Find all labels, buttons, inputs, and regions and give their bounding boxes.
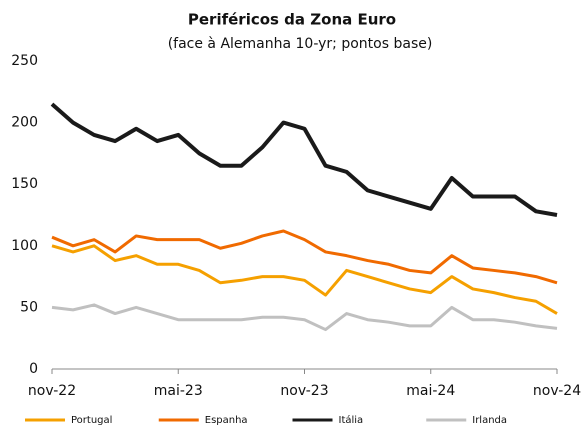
- y-tick-label: 0: [29, 361, 38, 377]
- legend-label: Portugal: [71, 415, 112, 426]
- x-tick-label: nov-22: [28, 383, 76, 399]
- series-line: [51, 244, 558, 315]
- x-tick-label: mai-23: [154, 383, 203, 399]
- y-tick-label: 250: [11, 53, 38, 69]
- x-tick-label: nov-23: [280, 383, 328, 399]
- chart-title: Periféricos da Zona Euro: [188, 11, 396, 29]
- y-tick-label: 150: [11, 176, 38, 192]
- legend-label: Espanha: [205, 415, 248, 426]
- y-tick-label: 100: [11, 238, 38, 254]
- x-tick-label: mai-24: [406, 383, 455, 399]
- series-line: [51, 303, 558, 332]
- x-tick-label: nov-24: [533, 383, 581, 399]
- legend-label: Itália: [339, 414, 364, 426]
- y-tick-label: 50: [20, 299, 38, 315]
- series-line: [51, 229, 558, 285]
- chart-subtitle: (face à Alemanha 10-yr; pontos base): [168, 36, 433, 52]
- y-tick-label: 200: [11, 115, 38, 131]
- legend-label: Irlanda: [472, 415, 507, 426]
- series-line: [50, 102, 558, 217]
